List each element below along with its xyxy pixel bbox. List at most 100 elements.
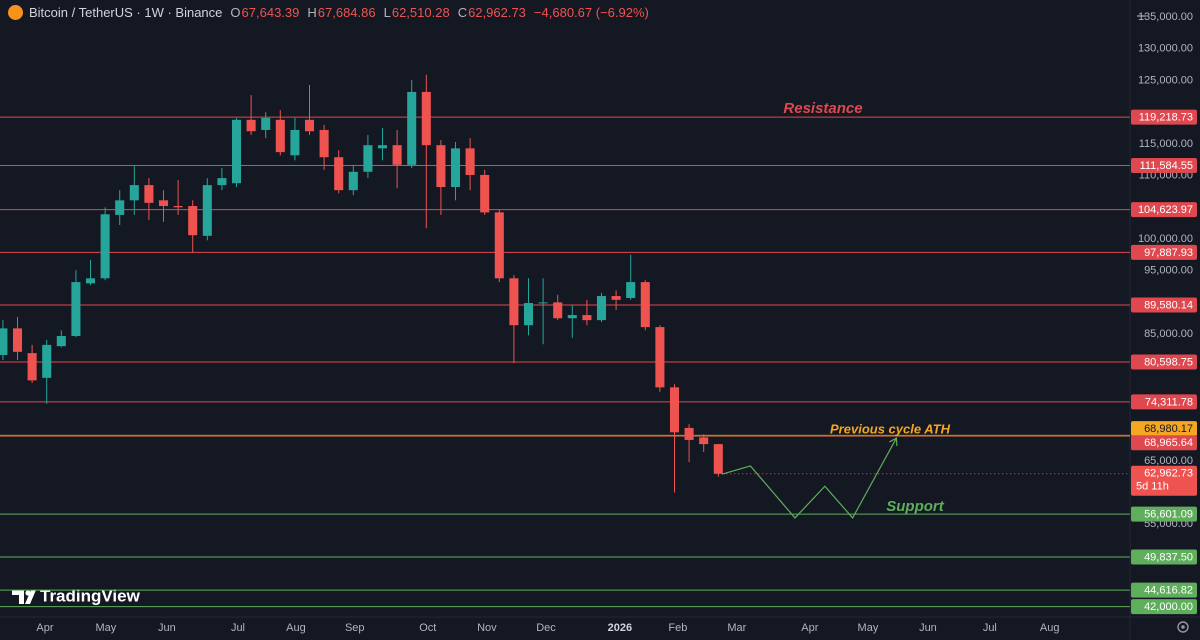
x-tick-label: Dec xyxy=(536,622,556,634)
candle-body xyxy=(304,119,315,132)
candle-body xyxy=(188,206,198,236)
candle-body xyxy=(334,157,344,191)
candle-body xyxy=(640,282,650,328)
candle-body xyxy=(71,282,81,336)
level-label-bg xyxy=(1131,506,1197,522)
level-label-bg xyxy=(1131,244,1197,260)
level-label-bg xyxy=(1131,202,1197,218)
candle-body xyxy=(421,91,431,146)
candle-body xyxy=(348,171,358,191)
candle-body xyxy=(407,91,417,165)
level-label-bg xyxy=(1131,109,1197,125)
y-tick-label: 65,000.00 xyxy=(1144,455,1193,467)
candle-body xyxy=(392,145,402,165)
ohlc-value: 67,684.86 xyxy=(317,4,376,20)
ohlc-key: O xyxy=(230,4,241,20)
candle-body xyxy=(261,117,271,130)
x-tick-label: Mar xyxy=(727,622,746,634)
x-tick-label: Jul xyxy=(983,622,997,634)
level-label: 97,887.93 xyxy=(1144,247,1193,259)
candle-body xyxy=(465,148,475,175)
candle-body xyxy=(158,200,169,207)
x-tick-label: May xyxy=(95,622,116,634)
candle-body xyxy=(523,303,534,326)
x-tick-label: 2026 xyxy=(608,622,632,634)
projection-arrowhead xyxy=(889,437,898,447)
ohlc-value: 62,510.28 xyxy=(391,4,450,20)
y-tick-label: 135,000.00 xyxy=(1138,11,1193,23)
change: −4,680.67 (−6.92%) xyxy=(533,4,649,20)
x-tick-label: Aug xyxy=(286,622,306,634)
annotation: Support xyxy=(886,498,944,515)
x-tick-label: Feb xyxy=(668,622,687,634)
candle-body xyxy=(436,145,446,188)
candle-body xyxy=(27,353,37,381)
level-label: 68,965.64 xyxy=(1144,437,1193,449)
level-label-bg xyxy=(1131,582,1197,598)
candle-body xyxy=(202,185,212,236)
level-label: 104,623.97 xyxy=(1138,204,1193,216)
candle-body xyxy=(669,387,680,433)
projection-path xyxy=(721,437,897,519)
candle-body xyxy=(246,119,256,132)
level-label-bg xyxy=(1131,394,1197,410)
x-tick-label: Jun xyxy=(158,622,176,634)
watermark-logo: TradingView xyxy=(12,586,141,605)
candle-body xyxy=(85,278,96,284)
legend-header: Bitcoin / TetherUS · 1W · Binance O 67,64… xyxy=(8,3,649,21)
x-tick-label: Jun xyxy=(919,622,937,634)
candle-body xyxy=(129,185,139,201)
x-tick-label: Nov xyxy=(477,622,497,634)
x-tick-label: Apr xyxy=(801,622,818,634)
level-label: 111,584.55 xyxy=(1140,160,1193,172)
candle-body xyxy=(480,174,490,213)
level-label: 49,837.50 xyxy=(1144,551,1193,563)
level-label: 68,980.17 xyxy=(1144,423,1193,435)
candle-body xyxy=(699,437,709,445)
candle-body xyxy=(626,282,636,298)
candle-body xyxy=(655,327,665,388)
candle-body xyxy=(684,427,694,440)
ohlc-key: C xyxy=(457,4,468,20)
level-label: 56,601.09 xyxy=(1144,509,1193,521)
last-price-label: 62,962.73 xyxy=(1144,468,1193,480)
level-label-bg xyxy=(1131,549,1197,565)
last-price-bg xyxy=(1131,465,1197,496)
candle-body xyxy=(611,296,621,300)
candle-body xyxy=(0,328,8,356)
x-tick-label: Jul xyxy=(231,622,245,634)
candle-body xyxy=(713,444,723,474)
candle-body xyxy=(377,145,388,149)
candle-body xyxy=(567,315,577,319)
ohlc-value: 62,962.73 xyxy=(468,4,526,20)
level-label: 119,218.73 xyxy=(1139,112,1193,124)
level-label: 89,580.14 xyxy=(1144,299,1193,311)
watermark: TradingView xyxy=(40,586,141,605)
level-label: 74,311.78 xyxy=(1145,396,1193,408)
candle-body xyxy=(42,344,52,378)
coin-icon xyxy=(8,4,23,20)
y-tick-label: 95,000.00 xyxy=(1144,265,1193,277)
candle-body xyxy=(553,302,563,319)
settings-icon[interactable] xyxy=(1177,621,1189,633)
level-label-bg xyxy=(1131,435,1197,451)
candle-body xyxy=(56,335,66,347)
candle-body xyxy=(319,129,329,158)
y-tick-label: 125,000.00 xyxy=(1138,74,1193,86)
candle-body xyxy=(509,278,519,326)
ohlc-key: L xyxy=(383,4,391,20)
x-tick-label: Aug xyxy=(1040,622,1060,634)
candle-body xyxy=(115,200,125,215)
level-label-bg xyxy=(1131,354,1197,370)
candle-body xyxy=(12,328,23,352)
y-tick-label: 115,000.00 xyxy=(1139,138,1193,150)
candle-body xyxy=(217,178,227,186)
candle-body xyxy=(494,212,504,279)
symbol-title: Bitcoin / TetherUS · 1W · Binance xyxy=(29,4,223,20)
candle-body xyxy=(173,206,183,208)
candle-body xyxy=(363,145,373,172)
annotation: Previous cycle ATH xyxy=(830,421,951,436)
level-label-bg xyxy=(1131,599,1197,615)
